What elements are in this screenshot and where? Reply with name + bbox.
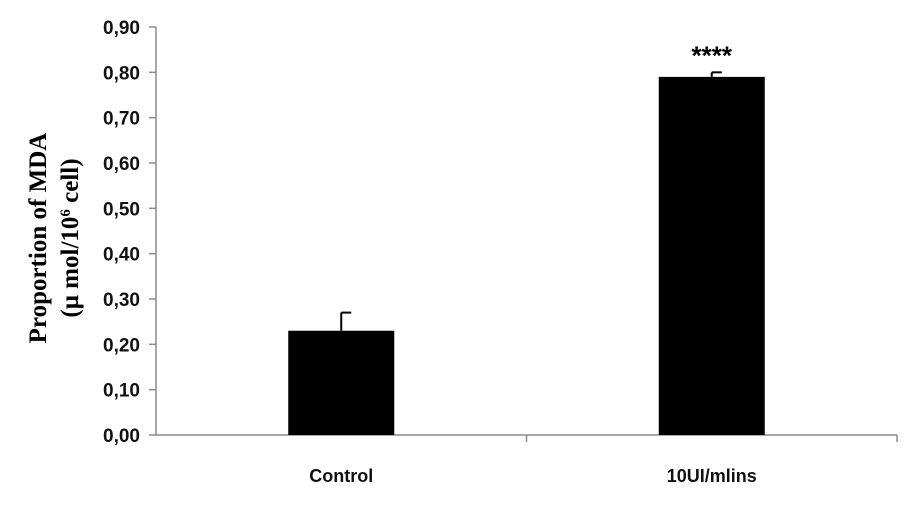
y-axis-title-unit-superscript: 6 (58, 209, 74, 217)
y-tick-label: 0,00 (103, 426, 140, 447)
x-tick-label: 10UI/mlins (667, 466, 757, 486)
x-tick-label: Control (309, 466, 373, 486)
y-tick-label: 0,20 (103, 335, 140, 356)
category-labels: Control 10UI/mlins (309, 466, 757, 486)
y-tick-label: 0,40 (103, 245, 140, 266)
y-tick-label: 0,90 (103, 18, 140, 39)
y-tick-label: 0,80 (103, 63, 140, 84)
bar (288, 330, 395, 435)
axes (155, 27, 898, 442)
y-tick-label: 0,30 (103, 290, 140, 311)
y-ticks: 0,00 0,10 0,20 0,30 0,40 0,50 0,60 0,70 0,80 0,90 (103, 18, 156, 447)
y-tick-label: 0,10 (103, 381, 140, 402)
y-tick-label: 0,60 (103, 154, 140, 175)
y-tick-label: 0,70 (103, 109, 140, 130)
bars: **** (288, 40, 765, 435)
y-axis-title-unit-suffix: cell) (57, 158, 84, 209)
y-tick-label: 0,50 (103, 199, 140, 220)
y-axis-title-unit-prefix: (μ mol/10 (57, 217, 84, 318)
significance-label: **** (692, 40, 733, 70)
y-axis-title-line-2: (μ mol/106 cell) (57, 158, 84, 317)
bar (658, 76, 765, 435)
y-axis-title-line-1: Proportion of MDA (25, 133, 52, 344)
